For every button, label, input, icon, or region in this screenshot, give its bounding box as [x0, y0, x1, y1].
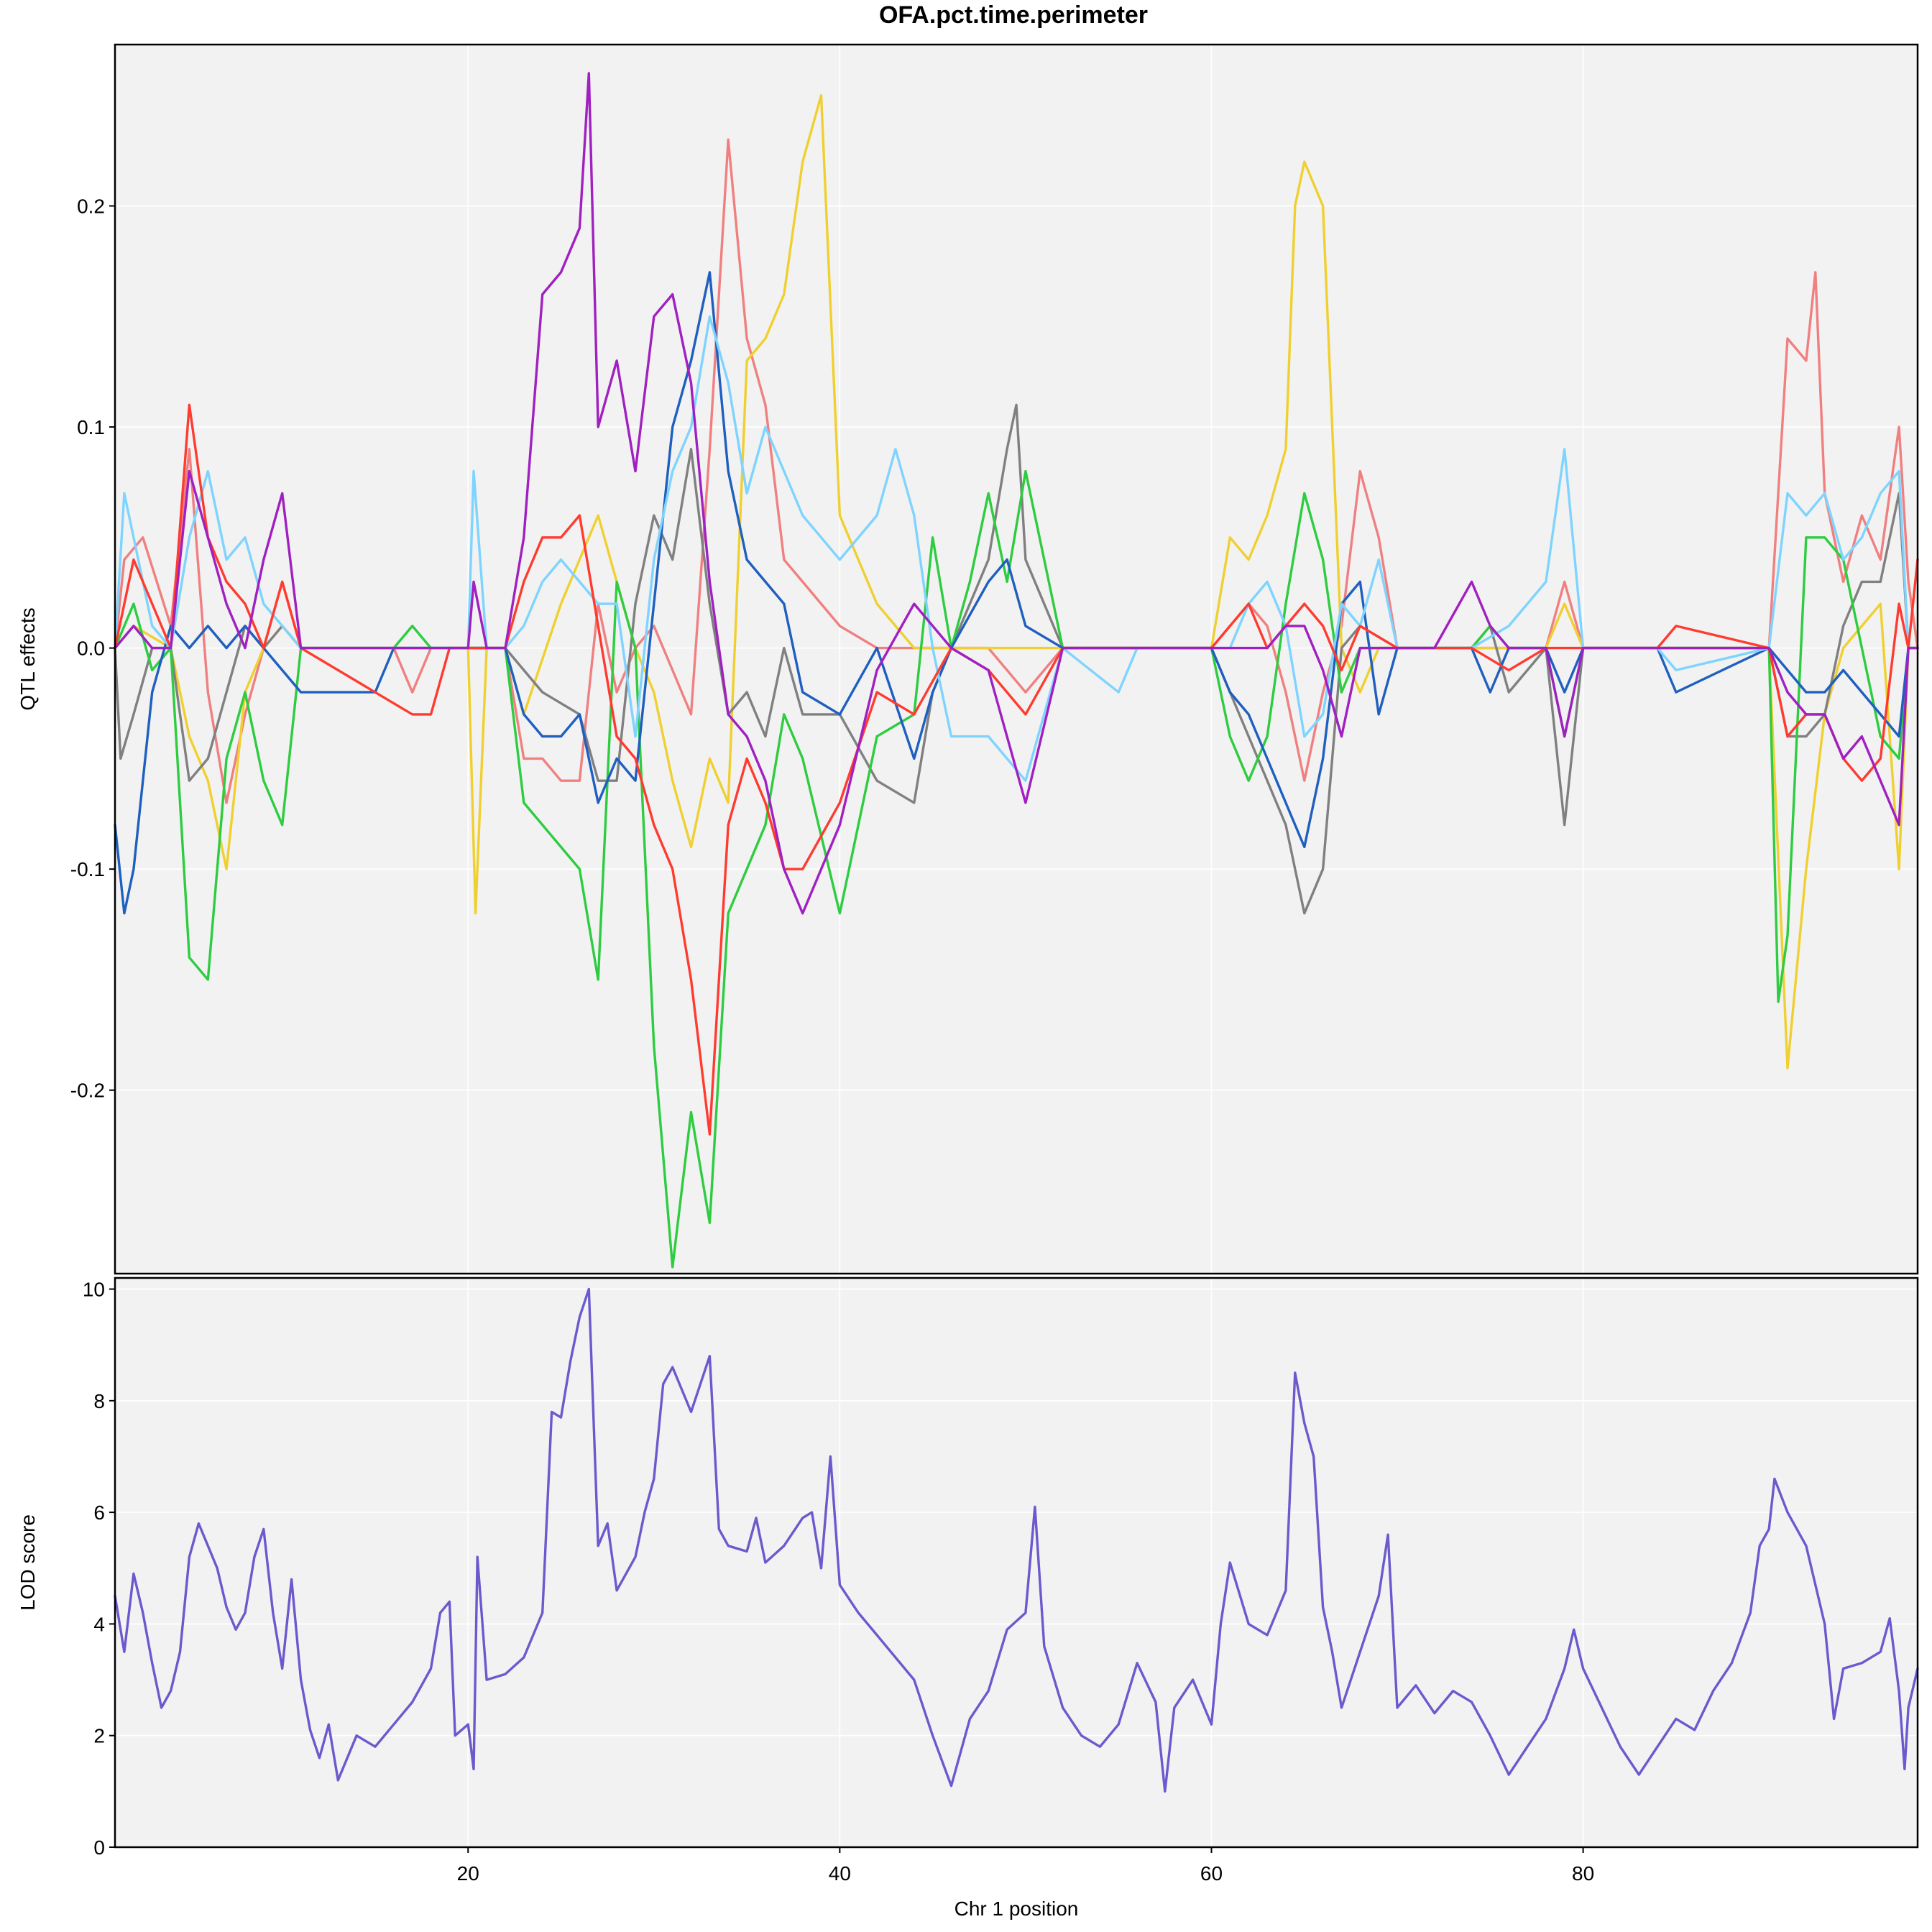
lod-series-line-0: [114, 1287, 1919, 1793]
x-tick-label-3: 80: [1572, 1862, 1594, 1885]
lod-y-tick-label-1: 2: [93, 1725, 105, 1747]
x-axis: 20 40 60 80: [457, 1847, 1594, 1885]
effects-panel-border: [114, 43, 1919, 1275]
lod-y-axis-label: LOD score: [17, 1514, 39, 1611]
lod-y-tick-label-0: 0: [93, 1836, 105, 1859]
effects-y-tick-label-0: -0.2: [70, 1080, 105, 1102]
effects-y-tick-label-1: -0.1: [70, 858, 105, 880]
effects-y-tick-label-4: 0.2: [77, 196, 105, 218]
lod-y-tick-label-4: 8: [93, 1390, 105, 1412]
lod-y-tick-label-2: 4: [93, 1613, 105, 1635]
lod-panel-background: [115, 1278, 1918, 1847]
effects-panel-background: [115, 45, 1918, 1274]
effects-y-axis: -0.2 -0.1 0.0 0.1 0.2: [70, 196, 115, 1102]
effects-y-axis-label: QTL effects: [17, 607, 39, 710]
x-tick-label-2: 60: [1200, 1862, 1223, 1885]
lod-y-tick-label-3: 6: [93, 1501, 105, 1524]
lod-panel-border: [114, 1276, 1919, 1849]
lod-y-tick-label-5: 10: [83, 1279, 105, 1301]
chart-title: OFA.pct.time.perimeter: [879, 1, 1148, 29]
effects-series: [114, 72, 1919, 1269]
x-axis-label: Chr 1 position: [954, 1898, 1079, 1920]
effects-y-tick-label-2: 0.0: [77, 638, 105, 660]
lod-series: [114, 1287, 1919, 1793]
effects-series-line-7: [114, 72, 1919, 915]
lod-panel: 0 2 4 6 8 10 20 40 60 80 LOD score Chr 1 positio…: [17, 1276, 1919, 1920]
x-tick-label-1: 40: [829, 1862, 851, 1885]
lod-y-axis: 0 2 4 6 8 10: [83, 1279, 115, 1859]
effects-y-tick-label-3: 0.1: [77, 416, 105, 438]
x-tick-label-0: 20: [457, 1862, 479, 1885]
effects-panel: -0.2 -0.1 0.0 0.1 0.2 QTL effects: [17, 43, 1919, 1275]
